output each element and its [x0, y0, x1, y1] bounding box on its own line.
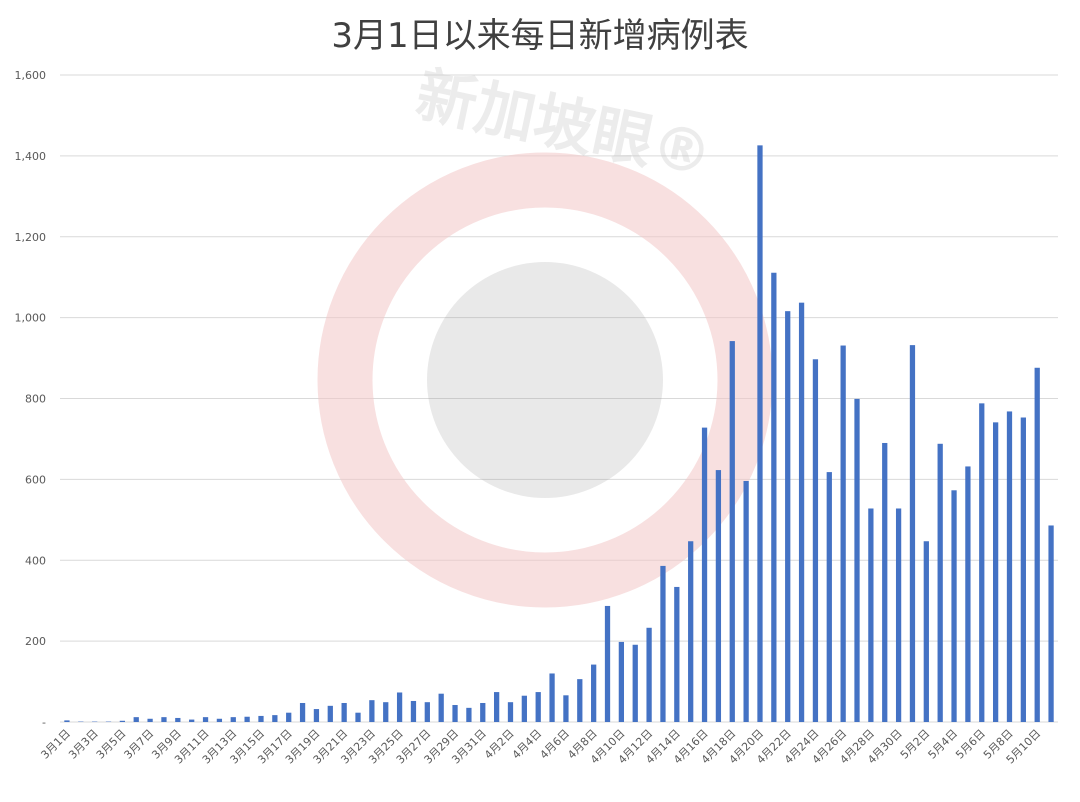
bar-4月28日: [868, 508, 874, 722]
bar-5月11日: [1048, 525, 1054, 722]
bar-4月9日: [604, 605, 611, 722]
bar-3月26日: [410, 700, 417, 722]
bar-3月25日: [396, 692, 403, 722]
bar-4月30日: [895, 508, 902, 722]
bar-4月4日: [535, 692, 541, 722]
bar-4月27日: [854, 398, 860, 722]
x-tick-label: 4月6日: [537, 727, 572, 762]
bar-3月19日: [313, 709, 320, 722]
bar-5月2日: [923, 541, 929, 722]
bar-3月8日: [161, 717, 167, 722]
bar-4月2日: [507, 702, 514, 722]
bar-3月14日: [244, 716, 250, 722]
y-tick-label: 200: [25, 635, 46, 648]
x-tick-label: 5月2日: [898, 727, 933, 762]
y-tick-label: 400: [25, 554, 46, 567]
y-tick-label: 1,400: [15, 150, 47, 163]
bar-4月24日: [812, 359, 819, 722]
bar-3月27日: [424, 702, 430, 722]
watermark-inner-circle: [427, 262, 663, 498]
bar-5月9日: [1020, 417, 1026, 722]
bar-3月24日: [383, 702, 389, 722]
bar-4月29日: [882, 442, 888, 722]
bar-3月5日: [119, 720, 126, 722]
bar-3月12日: [216, 718, 223, 722]
bar-5月4日: [951, 490, 957, 722]
x-axis: 3月1日3月3日3月5日3月7日3月9日3月11日3月13日3月15日3月17日…: [38, 727, 1043, 767]
bar-4月8日: [591, 664, 597, 722]
bar-3月23日: [369, 700, 375, 722]
bar-4月3日: [521, 695, 527, 722]
bar-4月25日: [826, 472, 832, 722]
bar-5月7日: [992, 422, 999, 722]
bar-4月26日: [840, 345, 846, 722]
bar-3月1日: [64, 720, 70, 722]
bar-3月13日: [230, 717, 236, 722]
y-tick-label: 1,000: [15, 312, 47, 325]
bar-3月17日: [286, 712, 292, 722]
y-tick-label: 800: [25, 393, 46, 406]
bar-3月7日: [147, 718, 153, 722]
bar-4月16日: [701, 427, 708, 722]
bar-4月10日: [618, 641, 625, 722]
bar-4月15日: [688, 541, 694, 722]
bar-3月6日: [133, 717, 139, 722]
bar-4月13日: [660, 565, 666, 722]
bar-3月20日: [327, 705, 333, 722]
chart-title: 3月1日以来每日新增病例表: [331, 16, 749, 56]
x-tick-label: 3月7日: [122, 727, 157, 762]
x-tick-label: 4月2日: [482, 727, 517, 762]
bar-3月30日: [466, 707, 472, 722]
bar-3月15日: [258, 715, 264, 722]
x-tick-label: 3月5日: [94, 727, 129, 762]
bar-4月18日: [729, 341, 735, 722]
bar-3月31日: [480, 702, 486, 722]
bars: [64, 145, 1054, 722]
bar-4月14日: [674, 586, 680, 722]
bar-4月5日: [549, 673, 555, 722]
y-tick-label: 1,200: [15, 231, 47, 244]
bar-3月28日: [438, 693, 444, 722]
bar-4月20日: [757, 145, 763, 722]
bar-3月21日: [341, 702, 347, 722]
x-tick-label: 3月1日: [38, 727, 73, 762]
bar-5月10日: [1034, 367, 1040, 722]
bar-3月18日: [299, 702, 306, 722]
y-tick-label: 1,600: [15, 69, 47, 82]
bar-3月22日: [355, 712, 361, 722]
bar-4月7日: [577, 679, 583, 722]
x-tick-label: 5月4日: [926, 727, 961, 762]
watermark-ring: [317, 152, 773, 608]
x-tick-label: 4月4日: [510, 727, 545, 762]
bar-5月6日: [979, 403, 985, 722]
bar-4月23日: [798, 302, 805, 722]
x-tick-label: 3月3日: [66, 727, 101, 762]
x-tick-label: 5月6日: [953, 727, 988, 762]
bar-4月6日: [563, 695, 569, 722]
y-tick-label: 600: [25, 473, 46, 486]
bar-4月22日: [785, 311, 791, 722]
bar-4月19日: [743, 480, 749, 722]
bar-4月17日: [715, 470, 722, 722]
bar-5月5日: [965, 466, 971, 722]
bar-4月21日: [771, 272, 777, 722]
bar-3月10日: [189, 719, 195, 722]
bar-5月3日: [937, 443, 943, 722]
bar-4月1日: [493, 692, 500, 722]
bar-3月11日: [202, 717, 209, 722]
bar-3月9日: [175, 717, 181, 722]
y-axis: - 200 400 600 800 1,000 1,200 1,400 1,600: [15, 69, 47, 729]
bar-4月11日: [632, 644, 638, 722]
bar-5月8日: [1006, 411, 1013, 722]
bar-5月1日: [909, 345, 916, 722]
bar-3月29日: [452, 705, 458, 722]
bar-3月16日: [272, 715, 278, 722]
watermark-logo: 新加坡眼®: [317, 60, 773, 608]
y-tick-label: -: [42, 716, 46, 729]
bar-4月12日: [646, 627, 652, 722]
